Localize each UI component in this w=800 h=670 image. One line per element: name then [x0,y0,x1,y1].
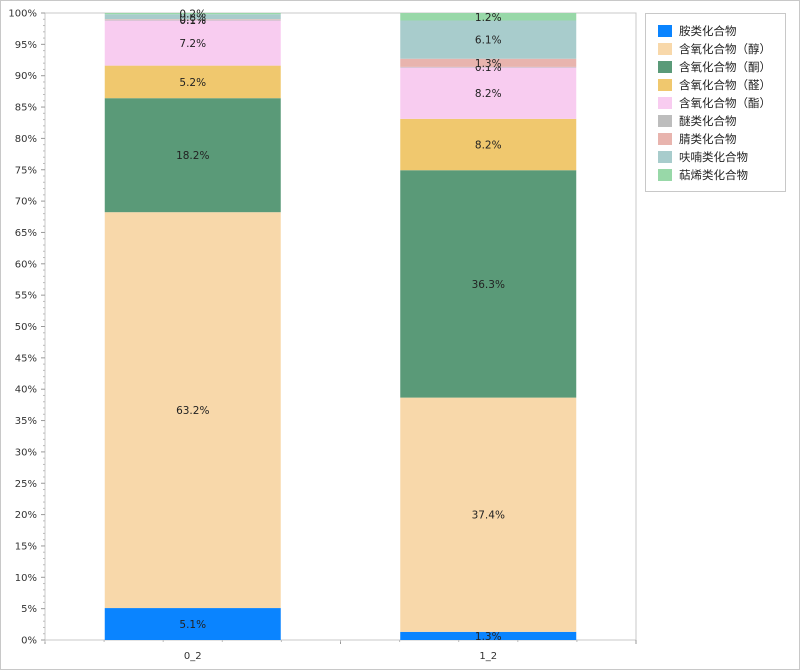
data-label: 0.8% [179,12,206,24]
y-tick-label: 0% [21,636,37,647]
bar-segment [400,170,577,398]
bar-segment [400,20,577,59]
legend-label: 胺类化合物 [679,24,737,38]
legend-swatch [658,133,672,145]
y-tick-label: 75% [15,165,37,176]
bar-segment [400,631,577,640]
y-tick-label: 5% [21,604,37,615]
bar-segment [400,118,577,171]
bar-segment [104,13,281,15]
y-tick-label: 85% [15,103,37,114]
data-label: 63.2% [176,405,209,417]
y-tick-label: 60% [15,259,37,270]
legend-item: 呋喃类化合物 [646,148,785,166]
y-tick-label: 90% [15,71,37,82]
legend-label: 呋喃类化合物 [679,150,748,164]
x-tick-label: 0_2 [184,651,202,662]
legend-item: 醚类化合物 [646,112,785,130]
y-tick-label: 50% [15,322,37,333]
bar-segment [400,66,577,68]
data-label: 18.2% [176,150,209,162]
bar-segment [104,19,281,21]
y-tick-label: 45% [15,353,37,364]
data-label: 1.2% [475,12,502,24]
legend-label: 醚类化合物 [679,114,737,128]
bar-segment [104,212,281,609]
y-tick-label: 30% [15,447,37,458]
legend-item: 含氧化合物（酮） [646,58,785,76]
y-tick-label: 35% [15,416,37,427]
y-tick-label: 15% [15,541,37,552]
legend-swatch [658,169,672,181]
legend-swatch [658,79,672,91]
x-tick-label: 1_2 [479,651,497,662]
data-label: 1.3% [475,58,502,70]
legend-item: 含氧化合物（酯） [646,94,785,112]
bar-segment [104,98,281,213]
legend-label: 腈类化合物 [679,132,737,146]
bar-segment [400,67,577,119]
y-tick-label: 10% [15,573,37,584]
legend-item: 腈类化合物 [646,130,785,148]
bar-segment [104,20,281,66]
legend-item: 萜烯类化合物 [646,166,785,184]
data-label: 36.3% [472,279,505,291]
data-label: 1.3% [475,631,502,643]
bar-segment [104,14,281,20]
data-label: 8.2% [475,88,502,100]
legend-label: 含氧化合物（醛） [679,78,771,92]
bar-segment [400,13,577,21]
y-tick-label: 70% [15,197,37,208]
data-label: 0.2% [179,9,206,21]
legend-label: 含氧化合物（酮） [679,60,771,74]
legend-label: 萜烯类化合物 [679,168,748,182]
y-tick-label: 40% [15,385,37,396]
legend-swatch [658,43,672,55]
legend-swatch [658,25,672,37]
data-label: 7.2% [179,38,206,50]
data-label: 8.2% [475,140,502,152]
bar-segment [104,65,281,99]
legend-swatch [658,151,672,163]
y-tick-label: 100% [8,9,37,20]
bar-segment [400,397,577,632]
legend-item: 含氧化合物（醇） [646,40,785,58]
data-label: 6.1% [475,35,502,47]
y-tick-label: 65% [15,228,37,239]
y-tick-label: 25% [15,479,37,490]
legend-label: 含氧化合物（醇） [679,42,771,56]
bar-segment [104,608,281,640]
y-tick-label: 55% [15,291,37,302]
y-tick-label: 95% [15,40,37,51]
bar-segment [400,58,577,67]
y-tick-label: 80% [15,134,37,145]
legend-item: 含氧化合物（醛） [646,76,785,94]
bar-segment [104,19,281,20]
data-label: 5.2% [179,77,206,89]
y-tick-label: 20% [15,510,37,521]
data-label: 5.1% [179,619,206,631]
data-label: 37.4% [472,510,505,522]
legend-label: 含氧化合物（酯） [679,96,771,110]
chart-legend: 胺类化合物含氧化合物（醇） 含氧化合物（酮） 含氧化合物（醛） 含氧化合物（酯） 醚类化… [645,13,786,192]
legend-swatch [658,61,672,73]
legend-item: 胺类化合物 [646,22,785,40]
legend-swatch [658,97,672,109]
legend-swatch [658,115,672,127]
